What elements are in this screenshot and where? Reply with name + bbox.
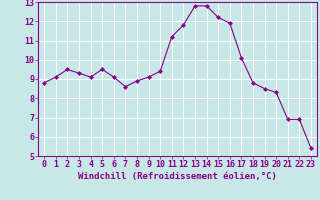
X-axis label: Windchill (Refroidissement éolien,°C): Windchill (Refroidissement éolien,°C) <box>78 172 277 181</box>
